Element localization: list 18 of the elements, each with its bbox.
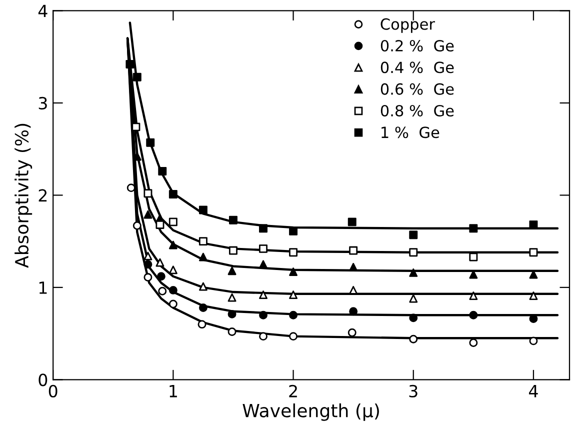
- x-tick-label: 1: [170, 385, 177, 398]
- x-tick-label: 4: [528, 385, 538, 398]
- legend-label: 1 % Ge: [382, 126, 440, 138]
- y-tick-label: 3: [38, 96, 47, 110]
- legend-label: Copper: [380, 18, 435, 33]
- x-tick-label: 0: [48, 384, 58, 398]
- y-tick-label: 2: [38, 189, 47, 202]
- y-axis-title: Absorptivity (%): [14, 124, 32, 268]
- legend-label: 0.6 % Ge: [380, 83, 454, 95]
- x-axis-title: Wavelength (μ): [242, 403, 379, 421]
- y-tick-label: 0: [38, 374, 48, 386]
- x-tick-label: 2: [289, 384, 297, 398]
- x-tick-label: 3: [409, 384, 418, 398]
- legend-label: 0.4 % Ge: [380, 62, 454, 74]
- legend-label: 0.8 % Ge: [380, 104, 454, 116]
- y-tick-label: 1: [39, 282, 47, 294]
- legend-label: 0.2 % Ge: [380, 40, 454, 52]
- y-tick-label: 4: [38, 4, 48, 18]
